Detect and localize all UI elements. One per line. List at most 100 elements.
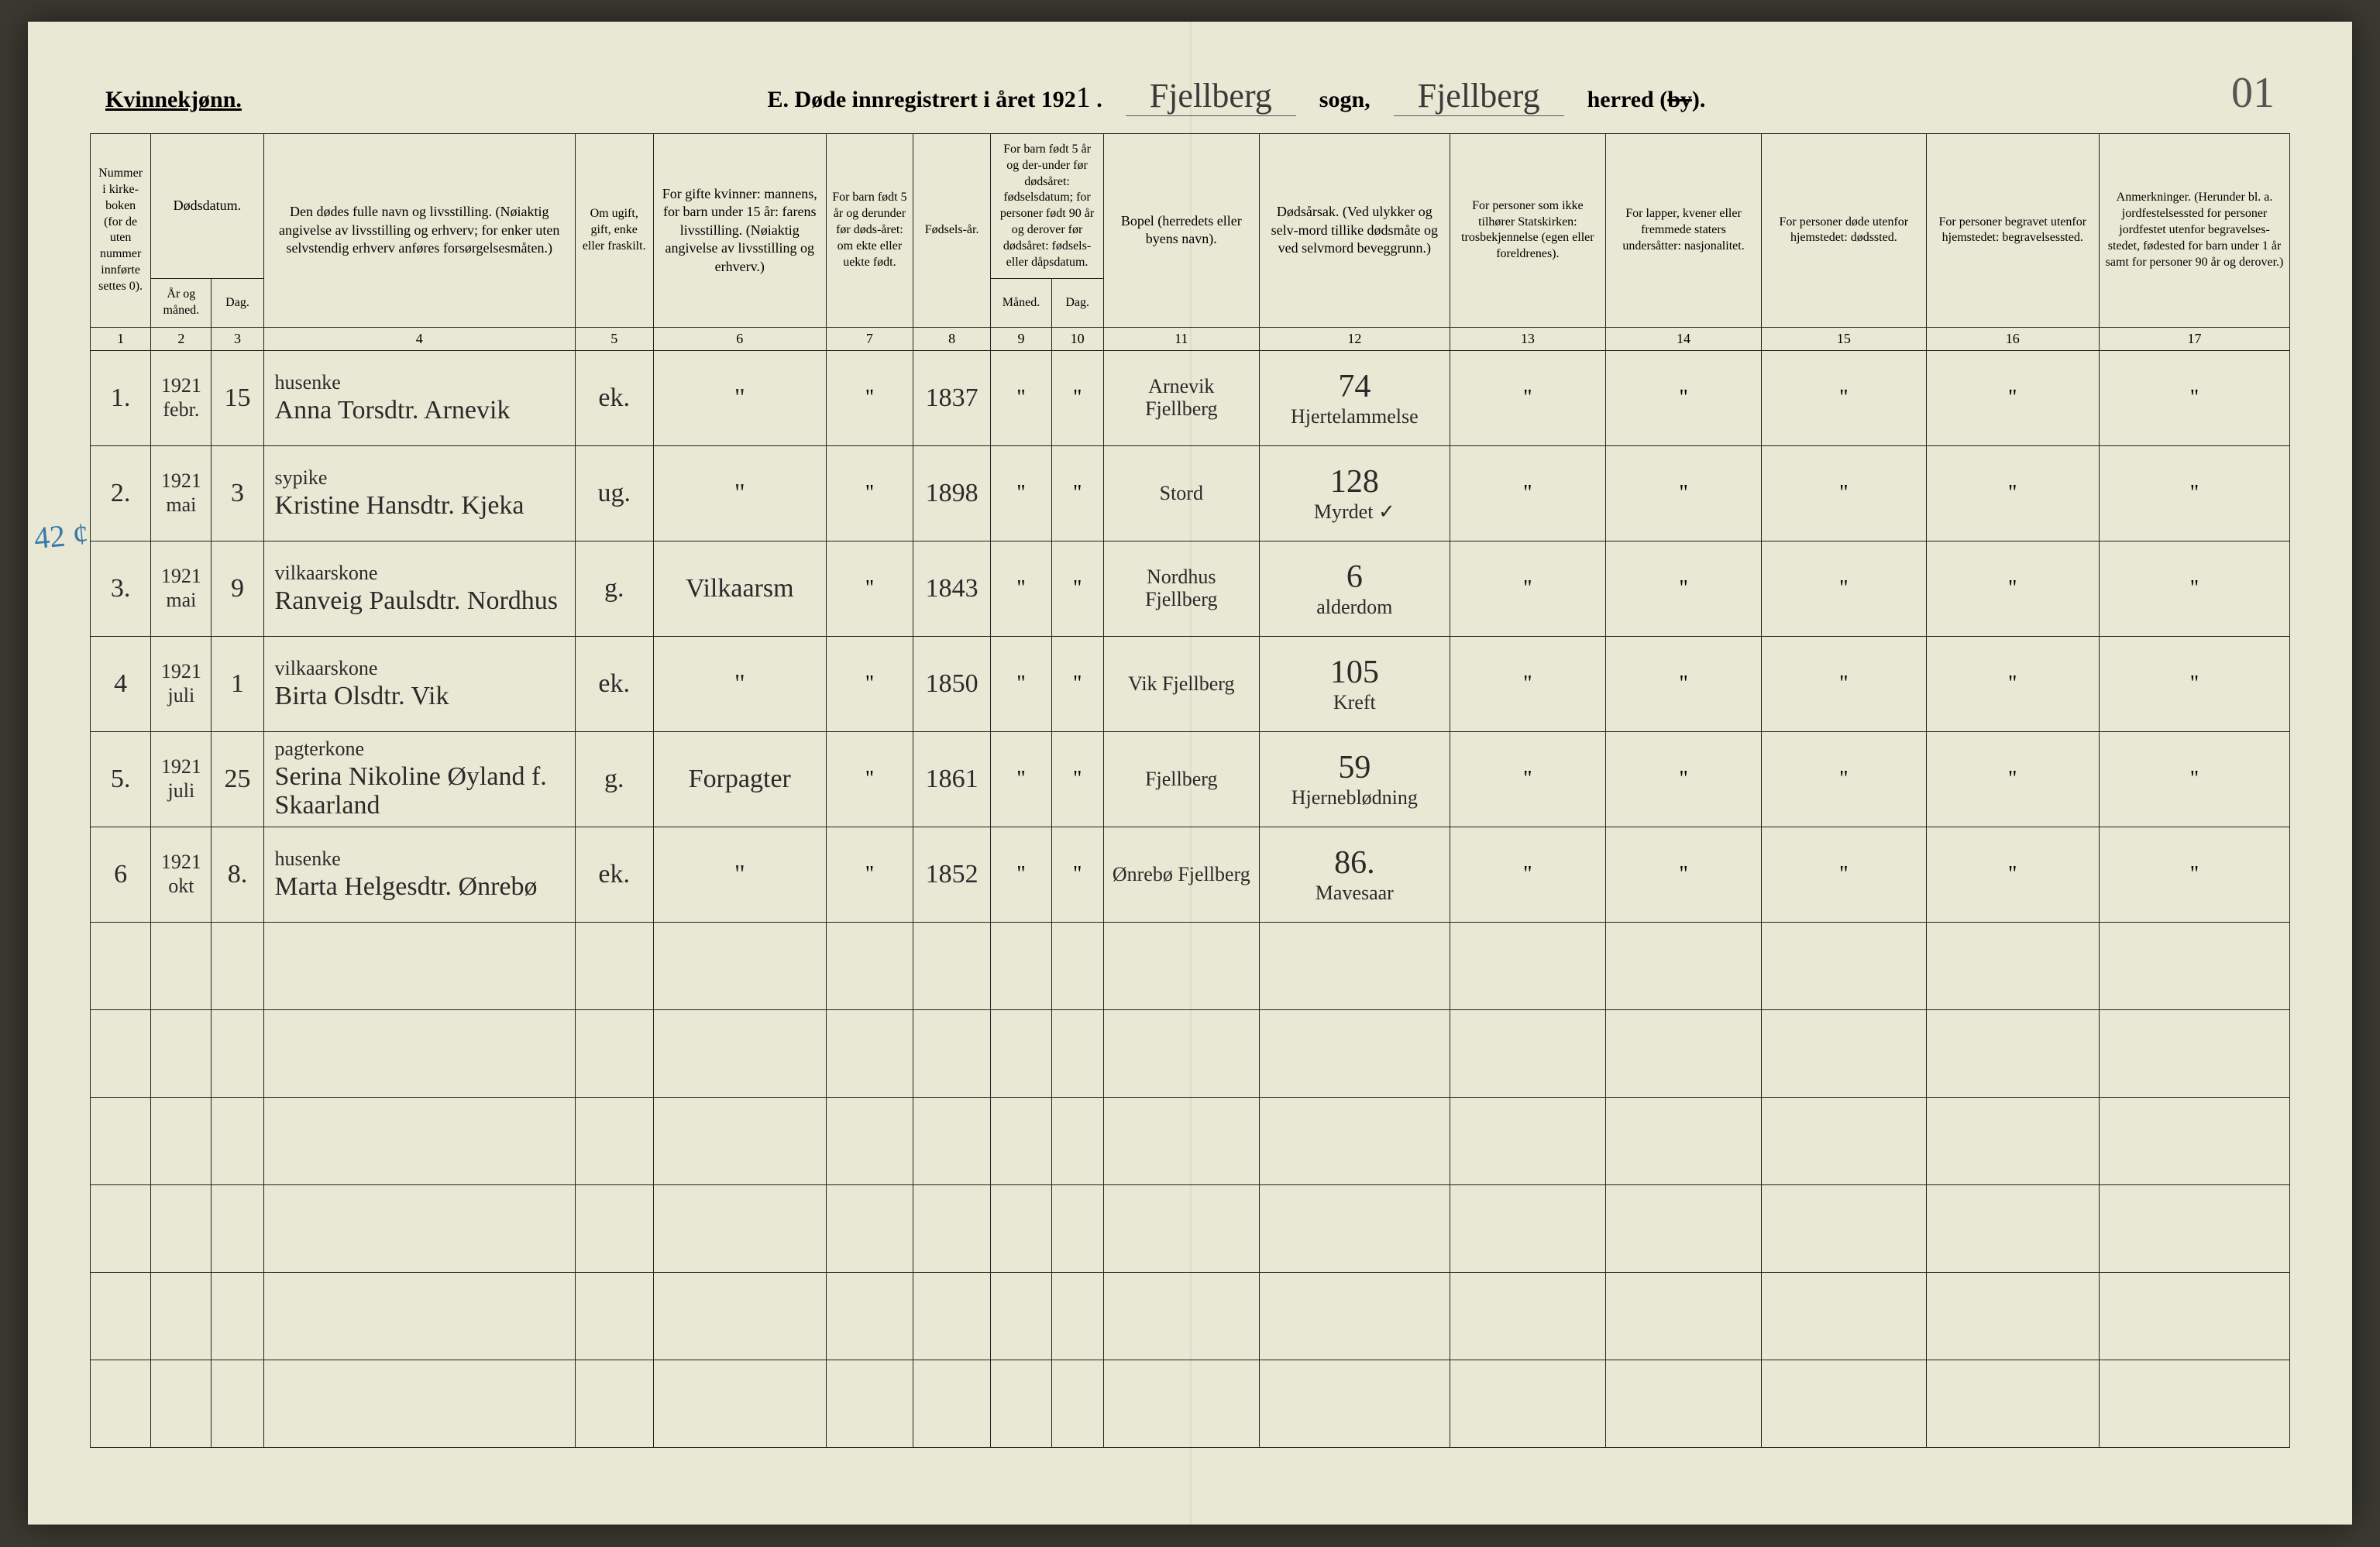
page-number: 01: [2231, 68, 2275, 118]
residence: Fjellberg: [1145, 768, 1217, 790]
death-year: 1921: [161, 566, 201, 588]
death-month: mai: [166, 494, 196, 517]
remarks: ": [2190, 386, 2199, 410]
col-header-2a: År og måned.: [151, 279, 212, 328]
full-name: Anna Torsdtr. Arnevik: [275, 396, 511, 425]
birth-month: ": [1016, 481, 1025, 505]
birth-day: ": [1073, 481, 1082, 505]
remarks: ": [2190, 481, 2199, 505]
marital-status: g.: [604, 574, 624, 603]
gender-label: Kvinnekjønn.: [105, 87, 242, 113]
title-prefix: E. Døde innregistrert i året 192: [767, 87, 1075, 112]
faith: ": [1523, 862, 1532, 886]
faith: ": [1523, 672, 1532, 696]
full-name: Ranveig Paulsdtr. Nordhus: [275, 586, 558, 615]
col-header-9a: Måned.: [991, 279, 1051, 328]
death-place: ": [1839, 481, 1848, 505]
name-sub: vilkaarskone: [275, 658, 378, 680]
cause-code: 128: [1330, 464, 1379, 500]
death-place: ": [1839, 576, 1848, 600]
birth-day: ": [1073, 767, 1082, 791]
cause-of-death: Mavesaar: [1316, 882, 1394, 905]
residence: Arnevik Fjellberg: [1145, 375, 1217, 420]
death-year: 1921: [161, 661, 201, 683]
birth-day: ": [1073, 386, 1082, 410]
legitimacy: ": [865, 576, 874, 600]
remarks: ": [2190, 576, 2199, 600]
birth-month: ": [1016, 672, 1025, 696]
death-place: ": [1839, 672, 1848, 696]
death-year: 1921: [161, 375, 201, 397]
nationality: ": [1679, 386, 1687, 410]
burial-place: ": [2008, 767, 2017, 791]
row-number: 5.: [111, 765, 131, 793]
faith: ": [1523, 767, 1532, 791]
full-name: Kristine Hansdtr. Kjeka: [275, 491, 524, 520]
name-sub: vilkaarskone: [275, 562, 378, 585]
marital-status: g.: [604, 765, 624, 793]
spouse-occupation: ": [734, 383, 745, 412]
name-sub: husenke: [275, 848, 341, 871]
birth-year: 1861: [926, 765, 978, 793]
burial-place: ": [2008, 672, 2017, 696]
death-day: 3: [231, 479, 244, 507]
death-month: okt: [168, 875, 194, 898]
death-day: 9: [231, 574, 244, 603]
cause-code: 74: [1338, 369, 1371, 404]
col-header-13: For personer som ikke tilhører Statskirk…: [1450, 134, 1605, 328]
herred-value: Fjellberg: [1394, 76, 1564, 116]
name-sub: sypike: [275, 467, 328, 490]
spouse-occupation: ": [734, 860, 745, 889]
cause-of-death: Myrdet ✓: [1314, 501, 1395, 524]
birth-day: ": [1073, 862, 1082, 886]
col-header-5: Om ugift, gift, enke eller fraskilt.: [575, 134, 653, 328]
faith: ": [1523, 481, 1532, 505]
marital-status: ek.: [598, 669, 630, 698]
margin-annotation: 42 ¢: [33, 515, 90, 556]
birth-month: ": [1016, 862, 1025, 886]
col-header-14: For lapper, kvener eller fremmede stater…: [1605, 134, 1761, 328]
title-block: E. Døde innregistrert i året 1921 . Fjel…: [767, 76, 1705, 116]
nationality: ": [1679, 672, 1687, 696]
birth-year: 1837: [926, 383, 978, 412]
death-month: juli: [168, 685, 195, 707]
page-fold: [1190, 22, 1192, 1525]
spouse-occupation: Forpagter: [689, 765, 791, 793]
birth-year: 1898: [926, 479, 978, 507]
legitimacy: ": [865, 672, 874, 696]
col-header-6: For gifte kvinner: mannens, for barn und…: [653, 134, 827, 328]
birth-year: 1843: [926, 574, 978, 603]
col-header-7: For barn født 5 år og derunder før døds-…: [827, 134, 913, 328]
col-header-1: Nummer i kirke-boken (for de uten nummer…: [91, 134, 151, 328]
burial-place: ": [2008, 862, 2017, 886]
death-month: febr.: [163, 399, 199, 421]
sogn-value: Fjellberg: [1126, 76, 1296, 116]
cause-code: 6: [1346, 559, 1363, 595]
row-number: 3.: [111, 574, 131, 603]
spouse-occupation: ": [734, 669, 745, 698]
birth-day: ": [1073, 672, 1082, 696]
birth-day: ": [1073, 576, 1082, 600]
spouse-occupation: Vilkaarsm: [686, 574, 794, 603]
nationality: ": [1679, 767, 1687, 791]
col-header-2: Dødsdatum.: [151, 134, 263, 279]
death-day: 25: [225, 765, 251, 793]
legitimacy: ": [865, 767, 874, 791]
cause-code: 86.: [1334, 845, 1375, 881]
death-place: ": [1839, 767, 1848, 791]
death-place: ": [1839, 862, 1848, 886]
spouse-occupation: ": [734, 479, 745, 507]
legitimacy: ": [865, 862, 874, 886]
name-sub: husenke: [275, 372, 341, 394]
nationality: ": [1679, 481, 1687, 505]
death-year: 1921: [161, 470, 201, 493]
nationality: ": [1679, 576, 1687, 600]
row-number: 2.: [111, 479, 131, 507]
col-header-9: For barn født 5 år og der-under før døds…: [991, 134, 1103, 279]
sogn-label: sogn,: [1319, 87, 1371, 113]
remarks: ": [2190, 672, 2199, 696]
ledger-page: 42 ¢ Kvinnekjønn. E. Døde innregistrert …: [28, 22, 2352, 1525]
death-month: juli: [168, 780, 195, 803]
death-year: 1921: [161, 756, 201, 779]
death-day: 8.: [228, 860, 248, 889]
